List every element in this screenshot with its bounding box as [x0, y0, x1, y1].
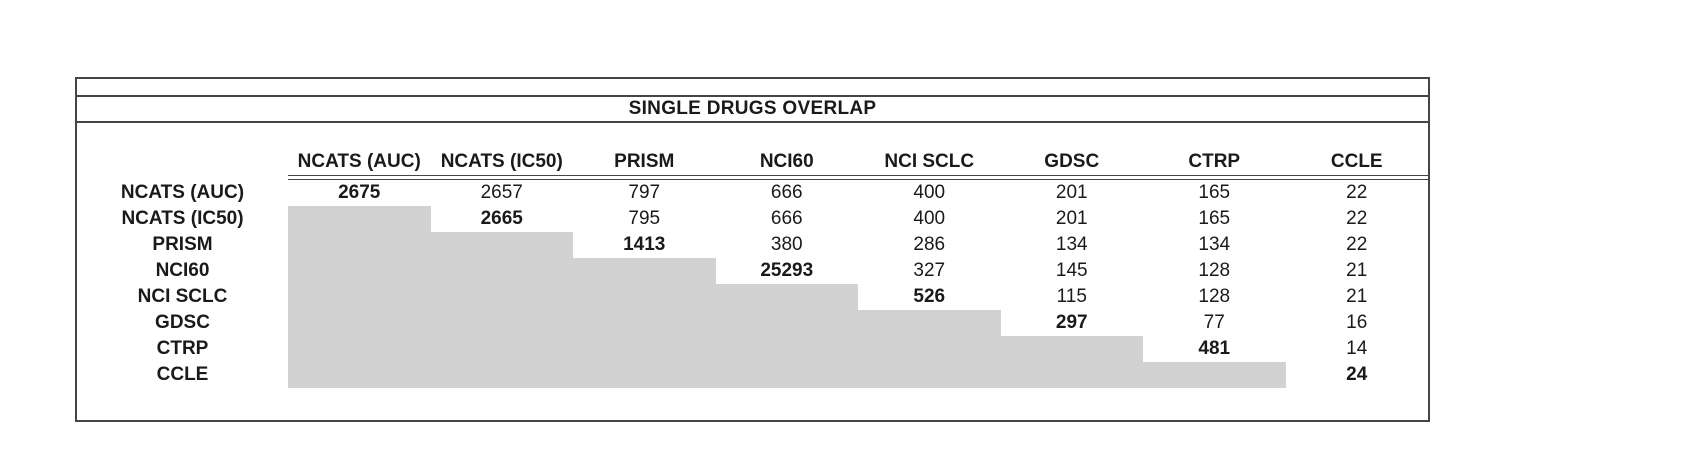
shaded-cell — [430, 362, 573, 388]
column-header-nci60: NCI60 — [759, 151, 814, 172]
value-cell: 1413 — [623, 234, 666, 255]
value-cell: 21 — [1346, 260, 1368, 281]
column-header-prism: PRISM — [614, 151, 675, 172]
value-cell: 24 — [1346, 364, 1368, 385]
shaded-cell — [1000, 336, 1143, 362]
shaded-cell — [573, 284, 716, 310]
value-cell: 134 — [1055, 234, 1088, 255]
row-label-nci60: NCI60 — [155, 260, 210, 281]
shaded-cell — [288, 232, 431, 258]
value-cell: 2665 — [480, 208, 523, 229]
row-label-ctrp: CTRP — [156, 338, 209, 359]
table-top-band — [77, 79, 1428, 97]
header-spacer — [77, 123, 1428, 147]
shaded-cell — [430, 284, 573, 310]
value-cell: 134 — [1198, 234, 1231, 255]
value-cell: 115 — [1056, 286, 1087, 307]
single-drugs-overlap-table: SINGLE DRUGS OVERLAP NCATS (AUC) NCATS (I… — [75, 77, 1430, 422]
value-cell: 16 — [1346, 312, 1368, 333]
column-header-ncats-auc: NCATS (AUC) — [297, 151, 421, 172]
shaded-cell — [573, 362, 716, 388]
table-row-ctrp: CTRP 481 14 — [77, 336, 1428, 362]
row-label-ncats-ic50: NCATS (IC50) — [121, 208, 244, 229]
value-cell: 22 — [1346, 182, 1368, 203]
shaded-cell — [715, 284, 858, 310]
table-row-nci-sclc: NCI SCLC 526 115 128 21 — [77, 284, 1428, 310]
shaded-cell — [288, 310, 431, 336]
shaded-cell — [430, 336, 573, 362]
value-cell: 2657 — [480, 182, 523, 203]
value-cell: 145 — [1055, 260, 1088, 281]
row-label-prism: PRISM — [152, 234, 213, 255]
shaded-cell — [288, 362, 431, 388]
value-cell: 666 — [770, 182, 803, 203]
value-cell: 797 — [628, 182, 661, 203]
column-header-nci-sclc: NCI SCLC — [884, 151, 975, 172]
value-cell: 14 — [1346, 338, 1368, 359]
column-header-row: NCATS (AUC) NCATS (IC50) PRISM NCI60 NCI SCL… — [77, 147, 1428, 173]
value-cell: 201 — [1055, 182, 1088, 203]
value-cell: 21 — [1346, 286, 1368, 307]
row-label-ccle: CCLE — [156, 364, 209, 385]
shaded-cell — [430, 258, 573, 284]
header-underline-row — [77, 175, 1428, 180]
shaded-cell — [715, 336, 858, 362]
shaded-cell — [288, 336, 431, 362]
value-cell: 481 — [1198, 338, 1231, 359]
table-row-gdsc: GDSC 297 77 16 — [77, 310, 1428, 336]
row-label-gdsc: GDSC — [155, 312, 210, 333]
table-row-ncats-auc: NCATS (AUC) 2675 2657 797 666 400 201 165 22 — [77, 180, 1428, 206]
shaded-cell — [1000, 362, 1143, 388]
row-label-nci-sclc: NCI SCLC — [137, 286, 228, 307]
value-cell: 297 — [1055, 312, 1088, 333]
table-row-prism: PRISM 1413 380 286 134 134 22 — [77, 232, 1428, 258]
table-row-ncats-ic50: NCATS (IC50) 2665 795 666 400 201 165 22 — [77, 206, 1428, 232]
value-cell: 22 — [1346, 234, 1368, 255]
value-cell: 77 — [1203, 312, 1225, 333]
column-header-ncats-ic50: NCATS (IC50) — [440, 151, 563, 172]
header-double-underline — [288, 175, 1428, 180]
value-cell: 128 — [1198, 286, 1231, 307]
value-cell: 201 — [1055, 208, 1088, 229]
value-cell: 22 — [1346, 208, 1368, 229]
shaded-cell — [858, 336, 1001, 362]
column-header-ccle: CCLE — [1330, 151, 1383, 172]
value-cell: 526 — [913, 286, 946, 307]
shaded-cell — [1143, 362, 1286, 388]
shaded-cell — [288, 284, 431, 310]
value-cell: 400 — [913, 208, 946, 229]
row-label-ncats-auc: NCATS (AUC) — [120, 182, 245, 203]
column-header-ctrp: CTRP — [1188, 151, 1241, 172]
value-cell: 286 — [913, 234, 946, 255]
value-cell: 400 — [913, 182, 946, 203]
shaded-cell — [573, 258, 716, 284]
shaded-cell — [430, 310, 573, 336]
shaded-cell — [715, 362, 858, 388]
value-cell: 165 — [1198, 182, 1231, 203]
value-cell: 128 — [1198, 260, 1231, 281]
table-row-ccle: CCLE 24 — [77, 362, 1428, 388]
value-cell: 25293 — [760, 260, 814, 281]
value-cell: 2675 — [338, 182, 381, 203]
shaded-cell — [288, 206, 431, 232]
table-body: NCATS (AUC) 2675 2657 797 666 400 201 165 22 NCAT… — [77, 180, 1428, 388]
column-header-gdsc: GDSC — [1044, 151, 1100, 172]
shaded-cell — [573, 336, 716, 362]
value-cell: 327 — [913, 260, 946, 281]
value-cell: 795 — [628, 208, 661, 229]
shaded-cell — [715, 310, 858, 336]
shaded-cell — [288, 258, 431, 284]
shaded-cell — [858, 310, 1001, 336]
shaded-cell — [573, 310, 716, 336]
value-cell: 666 — [770, 208, 803, 229]
value-cell: 165 — [1198, 208, 1231, 229]
shaded-cell — [430, 232, 573, 258]
value-cell: 380 — [770, 234, 803, 255]
table-title: SINGLE DRUGS OVERLAP — [77, 97, 1428, 123]
shaded-cell — [858, 362, 1001, 388]
table-row-nci60: NCI60 25293 327 145 128 21 — [77, 258, 1428, 284]
